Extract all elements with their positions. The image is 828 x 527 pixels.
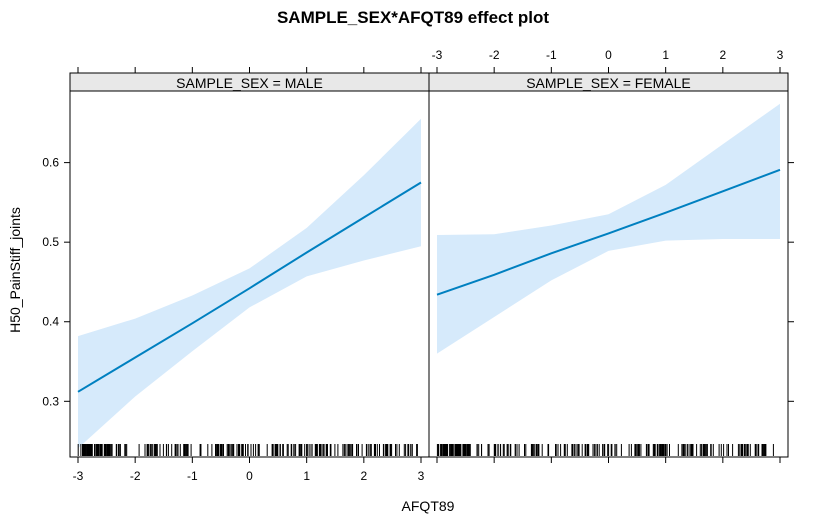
y-axis-label: H50_PainStiff_joints xyxy=(7,207,23,333)
confidence-band-male xyxy=(78,118,421,449)
strip-label-male: SAMPLE_SEX = MALE xyxy=(176,75,323,91)
x-tick-label-top: 1 xyxy=(662,48,669,62)
x-tick-label-bottom: 2 xyxy=(360,469,367,483)
fit-line-male xyxy=(77,181,422,393)
confidence-band-female xyxy=(437,103,780,354)
x-axis-label: AFQT89 xyxy=(402,498,455,514)
rug-female xyxy=(436,444,774,456)
y-tick-label: 0.3 xyxy=(42,394,59,408)
y-tick-label: 0.5 xyxy=(42,235,59,249)
chart-title: SAMPLE_SEX*AFQT89 effect plot xyxy=(277,8,549,27)
x-tick-label-top: 0 xyxy=(605,48,612,62)
x-tick-label-top: -3 xyxy=(432,48,443,62)
strip-label-female: SAMPLE_SEX = FEMALE xyxy=(526,75,691,91)
y-tick-label: 0.4 xyxy=(42,315,59,329)
x-tick-label-bottom: -3 xyxy=(73,469,84,483)
x-tick-label-bottom: -2 xyxy=(130,469,141,483)
panels: SAMPLE_SEX = MALE SAMPLE_SEX = FEMALE -3 -3… xyxy=(42,48,794,483)
x-tick-label-top: 2 xyxy=(719,48,726,62)
x-tick-label-top: -1 xyxy=(546,48,557,62)
x-tick-label-top: 3 xyxy=(777,48,784,62)
y-tick-label: 0.6 xyxy=(42,156,59,170)
x-tick-label-top: -2 xyxy=(489,48,500,62)
x-tick-label-bottom: -1 xyxy=(187,469,198,483)
x-tick-label-bottom: 1 xyxy=(303,469,310,483)
fit-line-female xyxy=(436,168,781,296)
rug-male xyxy=(77,444,418,456)
x-tick-label-bottom: 0 xyxy=(246,469,253,483)
x-tick-label-bottom: 3 xyxy=(418,469,425,483)
